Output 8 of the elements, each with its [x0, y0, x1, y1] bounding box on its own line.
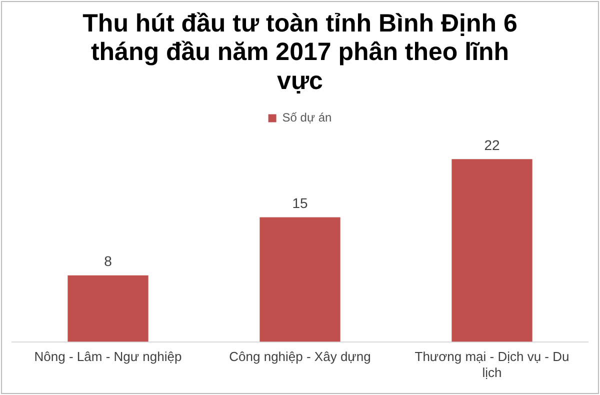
x-tick-label: Công nghiệp - Xây dựng	[229, 349, 371, 364]
x-tick-label: Nông - Lâm - Ngư nghiệp	[34, 349, 182, 364]
x-tick-label: Thương mại - Dịch vụ - Du lịch	[414, 349, 570, 380]
data-label: 22	[484, 137, 500, 154]
data-label: 15	[292, 195, 308, 212]
legend-label: Số dự án	[282, 110, 332, 125]
chart-title: Thu hút đầu tư toàn tỉnh Bình Định 6 tháng đầu năm 2017 phân theo lĩnh vực	[82, 9, 518, 95]
data-label: 8	[104, 253, 112, 270]
